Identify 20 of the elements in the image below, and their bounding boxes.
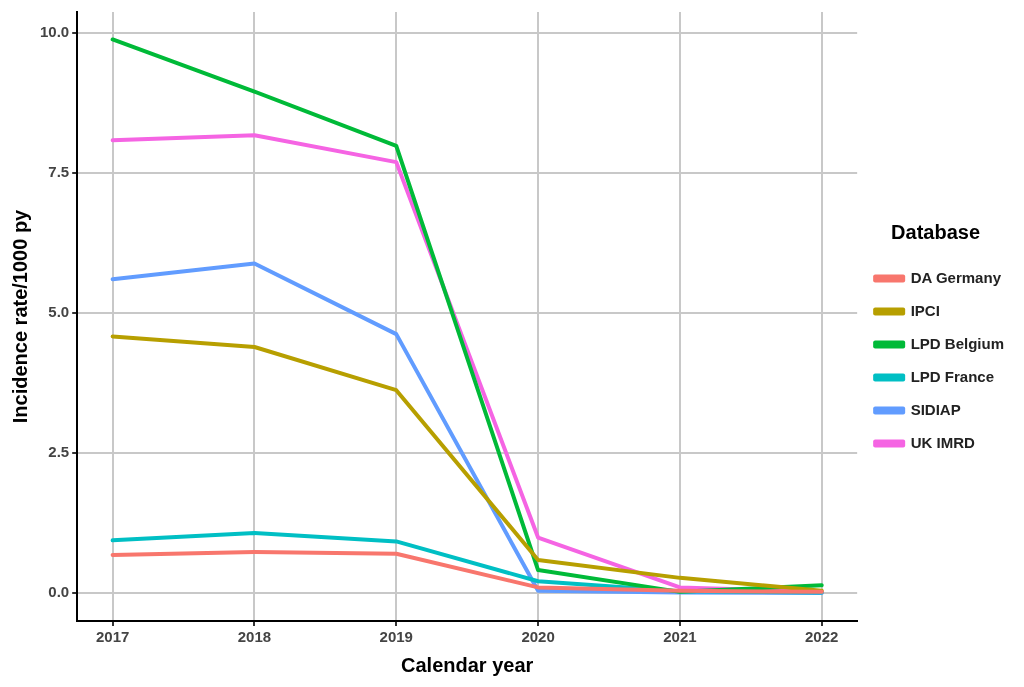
y-tick-label: 2.5 [48,443,70,461]
legend-label: LPD France [910,367,995,385]
legend-title: Database [891,220,981,243]
legend-label: IPCI [910,301,940,319]
y-axis-title: Incidence rate/1000 py [8,208,31,424]
legend-label: UK IMRD [910,433,975,451]
y-tick-label: 10.0 [39,22,70,40]
x-tick-label: 2021 [663,628,697,646]
x-tick-label: 2019 [379,628,413,646]
x-tick-label: 2022 [805,628,839,646]
x-axis-title: Calendar year [401,653,534,676]
y-tick-label: 5.0 [48,303,70,320]
y-tick-label: 7.5 [48,162,70,180]
x-tick-label: 2018 [237,628,272,646]
x-tick-label: 2020 [521,628,555,646]
x-tick-label: 2017 [95,628,130,646]
legend-label: DA Germany [910,268,1002,286]
legend-label: SIDIAP [910,400,961,418]
legend-label: LPD Belgium [910,334,1004,352]
y-tick-label: 0.0 [48,583,70,601]
